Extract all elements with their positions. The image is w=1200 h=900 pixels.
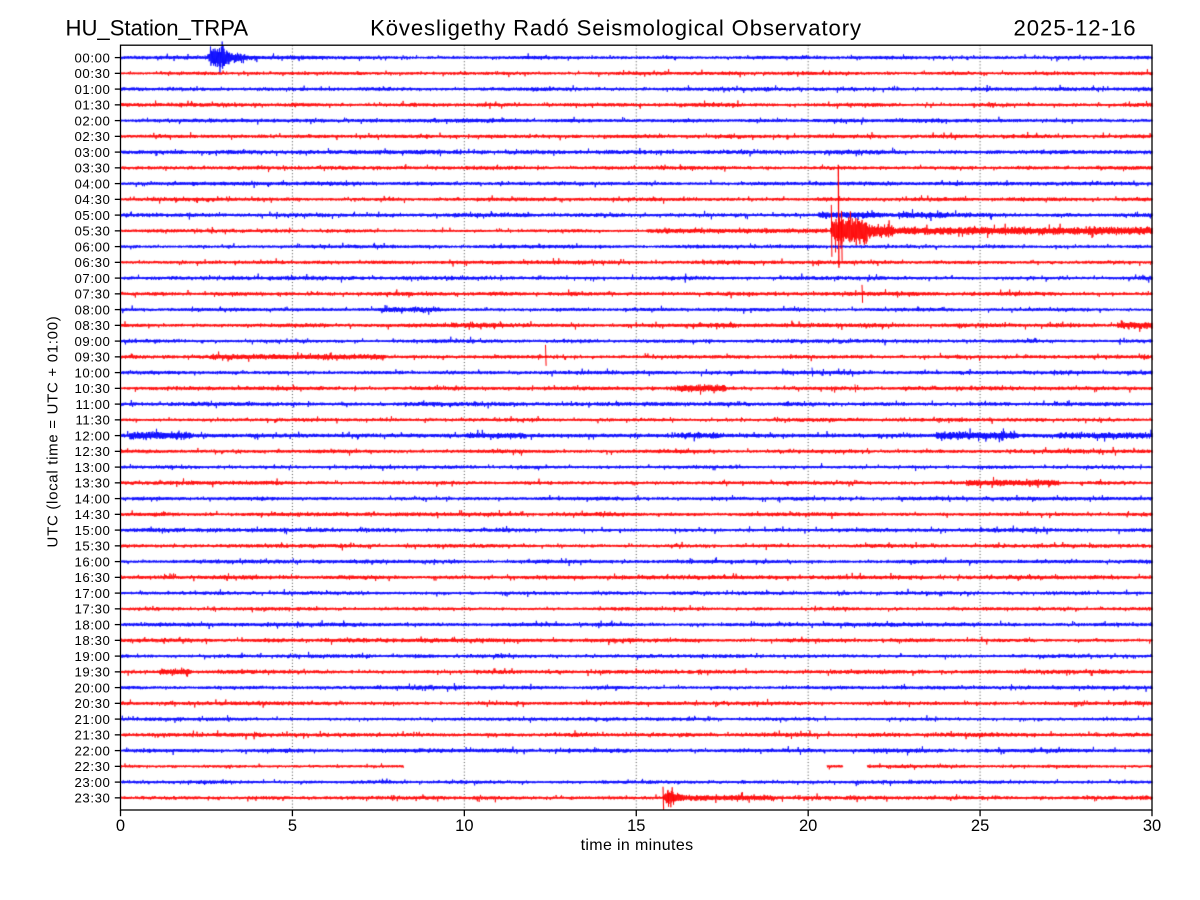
svg-text:21:30: 21:30 <box>74 728 110 743</box>
svg-text:18:00: 18:00 <box>74 617 110 632</box>
svg-text:5: 5 <box>288 817 297 835</box>
svg-text:0: 0 <box>116 817 125 835</box>
svg-text:12:30: 12:30 <box>74 444 110 459</box>
svg-text:20: 20 <box>799 817 817 835</box>
svg-text:25: 25 <box>971 817 989 835</box>
svg-text:05:00: 05:00 <box>74 208 110 223</box>
svg-text:11:00: 11:00 <box>75 397 110 412</box>
svg-text:04:00: 04:00 <box>74 176 110 191</box>
svg-text:07:30: 07:30 <box>74 287 110 302</box>
svg-text:23:30: 23:30 <box>74 791 110 806</box>
svg-text:02:00: 02:00 <box>74 113 110 128</box>
svg-text:21:00: 21:00 <box>74 712 110 727</box>
svg-text:13:30: 13:30 <box>74 476 110 491</box>
svg-text:00:00: 00:00 <box>74 50 110 65</box>
svg-text:08:30: 08:30 <box>74 318 110 333</box>
svg-text:16:00: 16:00 <box>74 554 110 569</box>
svg-text:06:30: 06:30 <box>74 255 110 270</box>
svg-text:Kövesligethy Radó Seismologica: Kövesligethy Radó Seismological Observat… <box>370 15 862 40</box>
svg-text:09:30: 09:30 <box>74 350 110 365</box>
svg-text:14:30: 14:30 <box>74 507 110 522</box>
svg-text:03:00: 03:00 <box>74 145 110 160</box>
svg-text:05:30: 05:30 <box>74 224 110 239</box>
svg-text:19:00: 19:00 <box>74 649 110 664</box>
svg-text:HU_Station_TRPA: HU_Station_TRPA <box>66 15 249 40</box>
svg-text:07:00: 07:00 <box>74 271 110 286</box>
svg-text:01:00: 01:00 <box>74 82 110 97</box>
svg-text:10:30: 10:30 <box>74 381 110 396</box>
svg-text:2025-12-16: 2025-12-16 <box>1013 15 1136 40</box>
svg-text:13:00: 13:00 <box>74 460 110 475</box>
svg-text:UTC (local time = UTC + 01:00): UTC (local time = UTC + 01:00) <box>45 316 62 548</box>
svg-text:30: 30 <box>1143 817 1161 835</box>
svg-text:15:00: 15:00 <box>74 523 110 538</box>
svg-text:11:30: 11:30 <box>75 413 110 428</box>
svg-text:22:00: 22:00 <box>74 743 110 758</box>
svg-text:06:00: 06:00 <box>74 239 110 254</box>
svg-text:09:00: 09:00 <box>74 334 110 349</box>
svg-text:22:30: 22:30 <box>74 759 110 774</box>
svg-text:time in minutes: time in minutes <box>581 837 694 854</box>
svg-text:18:30: 18:30 <box>74 633 110 648</box>
svg-text:10:00: 10:00 <box>74 365 110 380</box>
svg-text:14:00: 14:00 <box>74 491 110 506</box>
svg-text:12:00: 12:00 <box>74 428 110 443</box>
svg-text:03:30: 03:30 <box>74 161 110 176</box>
svg-text:00:30: 00:30 <box>74 66 110 81</box>
svg-text:19:30: 19:30 <box>74 665 110 680</box>
svg-text:15:30: 15:30 <box>74 539 110 554</box>
svg-text:16:30: 16:30 <box>74 570 110 585</box>
svg-text:15: 15 <box>627 817 645 835</box>
svg-text:17:00: 17:00 <box>74 586 110 601</box>
svg-text:10: 10 <box>455 817 473 835</box>
svg-text:08:00: 08:00 <box>74 302 110 317</box>
svg-text:20:00: 20:00 <box>74 680 110 695</box>
svg-text:02:30: 02:30 <box>74 129 110 144</box>
svg-text:04:30: 04:30 <box>74 192 110 207</box>
svg-text:20:30: 20:30 <box>74 696 110 711</box>
svg-text:01:30: 01:30 <box>74 98 110 113</box>
svg-text:23:00: 23:00 <box>74 775 110 790</box>
svg-text:17:30: 17:30 <box>74 602 110 617</box>
